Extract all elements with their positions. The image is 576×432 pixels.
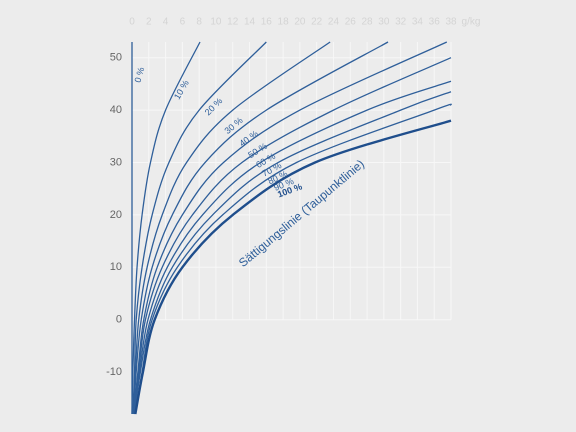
humidity-curve — [133, 41, 448, 415]
x-tick-label: 16 — [261, 17, 273, 28]
x-tick-label: 2 — [146, 17, 152, 28]
x-tick-label: 26 — [345, 17, 357, 28]
humidity-curve — [133, 41, 389, 415]
x-tick-label: 6 — [180, 17, 186, 28]
y-tick-label: 0 — [116, 314, 122, 326]
y-tick-label: 30 — [110, 156, 122, 168]
x-tick-label: 14 — [244, 17, 256, 28]
humidity-curve — [132, 41, 267, 415]
x-tick-label: 4 — [163, 17, 169, 28]
x-tick-label: 0 — [129, 17, 135, 28]
curve-label: 0 % — [133, 66, 147, 84]
x-tick-label: 30 — [378, 17, 390, 28]
y-tick-label: 40 — [110, 104, 122, 116]
x-tick-label: 12 — [227, 17, 239, 28]
x-tick-label: 38 — [445, 17, 457, 28]
y-tick-label: 20 — [110, 209, 122, 221]
humidity-curve — [132, 41, 331, 415]
x-tick-label: 8 — [196, 17, 202, 28]
y-tick-label: 50 — [110, 52, 122, 64]
x-tick-label: 24 — [328, 17, 340, 28]
x-tick-label: 22 — [311, 17, 323, 28]
x-tick-label: 10 — [210, 17, 222, 28]
x-tick-label: 18 — [278, 17, 290, 28]
humidity-curve — [133, 91, 452, 415]
x-tick-label: 28 — [361, 17, 373, 28]
humidity-curve — [134, 119, 452, 415]
y-tick-label: -10 — [106, 366, 122, 378]
x-unit: g/kg — [462, 17, 481, 28]
x-tick-label: 20 — [294, 17, 306, 28]
x-tick-label: 36 — [429, 17, 441, 28]
humidity-curve — [133, 80, 452, 415]
y-tick-label: 10 — [110, 261, 122, 273]
x-tick-label: 32 — [395, 17, 407, 28]
humidity-curve — [133, 57, 452, 415]
x-tick-label: 34 — [412, 17, 424, 28]
humidity-curve — [131, 41, 201, 415]
